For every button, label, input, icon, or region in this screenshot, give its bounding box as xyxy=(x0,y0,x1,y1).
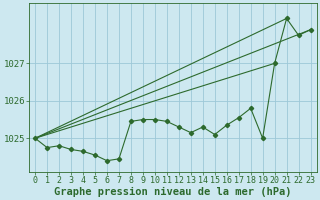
X-axis label: Graphe pression niveau de la mer (hPa): Graphe pression niveau de la mer (hPa) xyxy=(54,186,292,197)
